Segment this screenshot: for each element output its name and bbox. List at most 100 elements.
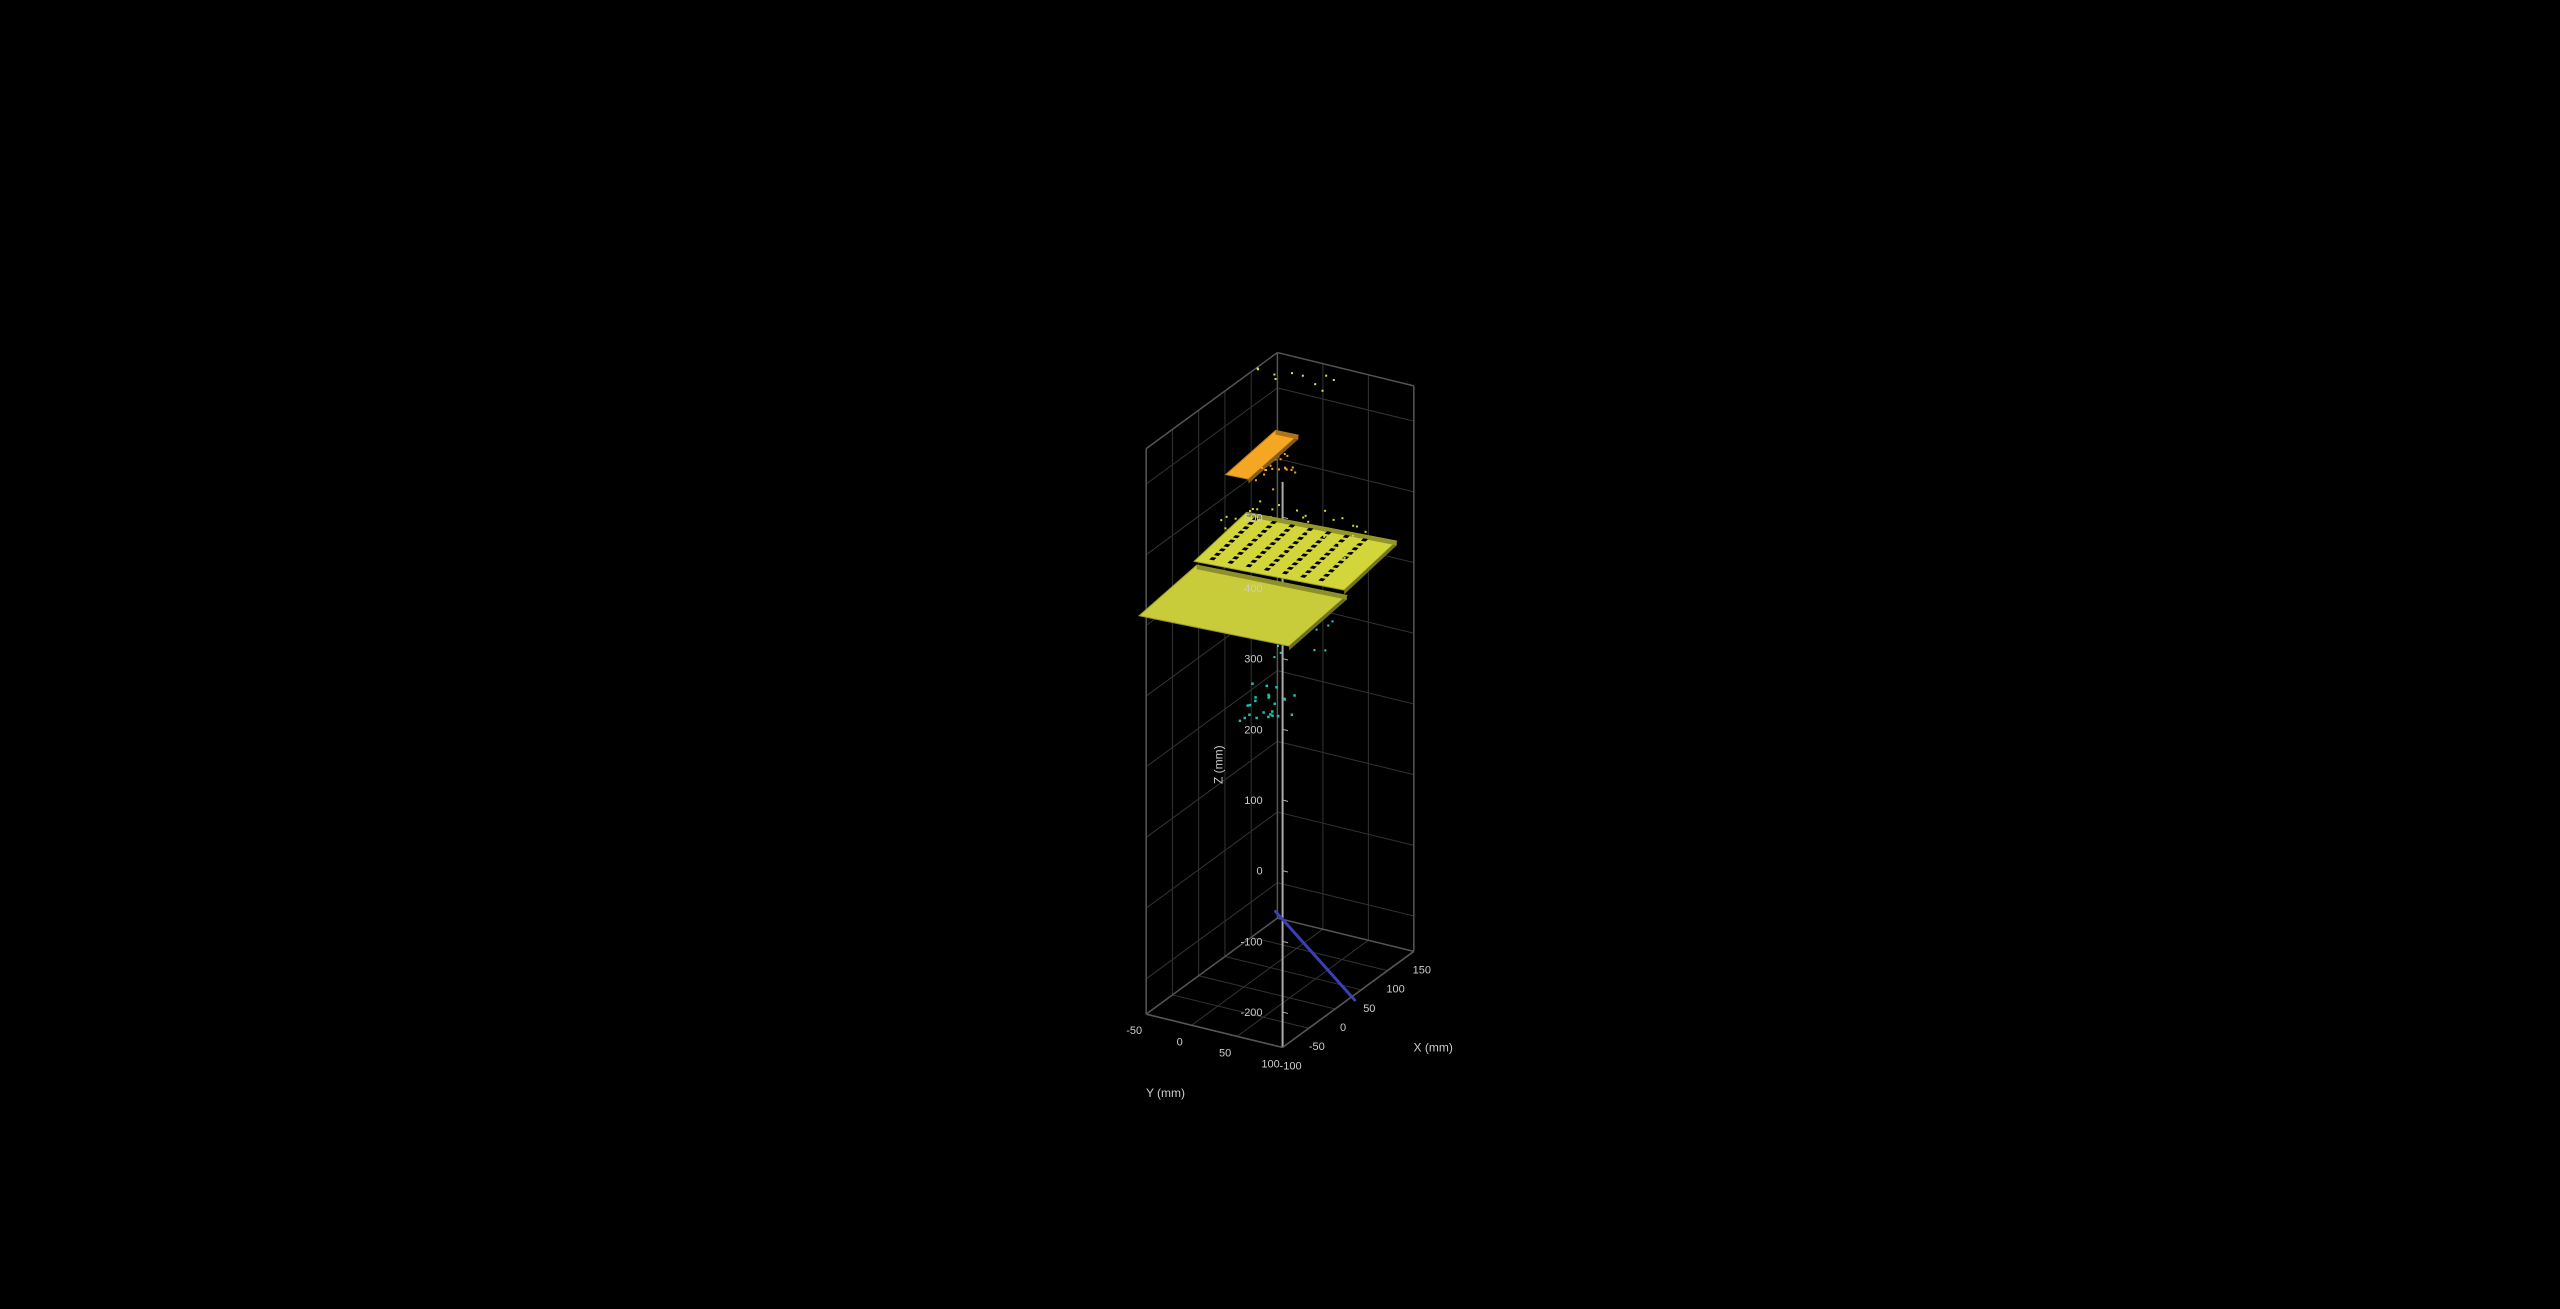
- svg-text:0: 0: [1256, 866, 1262, 878]
- z-axis-label: Z (mm): [1212, 745, 1226, 784]
- point-mid_specks_above_plate: [1283, 537, 1285, 539]
- point-mid_specks_above_plate: [1337, 548, 1339, 550]
- point-mid_specks_above_plate: [1352, 535, 1354, 537]
- point-mid_specks_above_plate: [1324, 510, 1326, 512]
- point-teal_specks_low: [1255, 717, 1258, 720]
- point-top_specks: [1275, 378, 1277, 380]
- point-teal_specks_high: [1327, 625, 1329, 627]
- point-teal_specks_low: [1277, 715, 1280, 718]
- plot-3d-svg[interactable]: -200-1000100200300400500Z (mm)-100-50050…: [0, 0, 2560, 1309]
- point-mid_specks_above_plate: [1235, 518, 1237, 520]
- point-mid_specks_above_plate: [1260, 540, 1262, 542]
- data-layer: [1139, 368, 1397, 1001]
- plot-3d-container[interactable]: -200-1000100200300400500Z (mm)-100-50050…: [0, 0, 2560, 1309]
- svg-text:-100: -100: [1280, 1060, 1302, 1072]
- point-teal_specks_high: [1277, 645, 1279, 647]
- point-mid_specks_above_plate: [1323, 536, 1325, 538]
- surface-upper_bar: [1226, 430, 1299, 479]
- point-teal_specks_low: [1246, 704, 1249, 707]
- point-mid_specks_above_plate: [1352, 525, 1354, 527]
- point-teal_specks_low: [1243, 717, 1246, 720]
- point-mid_specks_above_plate: [1220, 519, 1222, 521]
- point-teal_specks_low: [1267, 716, 1270, 719]
- point-mid_specks_above_plate: [1296, 509, 1298, 511]
- point-below_bar_specks: [1280, 458, 1282, 460]
- point-top_specks: [1333, 379, 1335, 381]
- point-teal_specks_high: [1331, 620, 1333, 622]
- point-teal_specks_low: [1283, 698, 1286, 701]
- point-top_specks: [1257, 368, 1259, 370]
- point-mid_specks_above_plate: [1224, 527, 1226, 529]
- point-teal_specks_low: [1239, 720, 1242, 723]
- point-teal_specks_low: [1293, 694, 1296, 697]
- point-mid_specks_above_plate: [1252, 508, 1254, 510]
- point-teal_specks_low: [1254, 696, 1257, 699]
- svg-text:300: 300: [1244, 654, 1262, 666]
- point-mid_specks_above_plate: [1323, 549, 1325, 551]
- point-below_bar_specks: [1263, 474, 1265, 476]
- point-teal_specks_high: [1313, 649, 1315, 651]
- point-below_bar_specks: [1272, 488, 1274, 490]
- point-mid_specks_above_plate: [1226, 516, 1228, 518]
- point-teal_specks_low: [1291, 714, 1294, 717]
- svg-text:-100: -100: [1241, 936, 1263, 948]
- point-teal_specks_low: [1268, 695, 1271, 698]
- point-top_specks: [1302, 375, 1304, 377]
- point-teal_specks_low: [1254, 700, 1257, 703]
- point-teal_specks_low: [1275, 686, 1278, 689]
- point-below_bar_specks: [1261, 467, 1263, 469]
- point-mid_specks_above_plate: [1356, 525, 1358, 527]
- point-below_bar_specks: [1294, 471, 1296, 473]
- svg-text:50: 50: [1363, 1003, 1375, 1015]
- point-below_bar_specks: [1255, 479, 1257, 481]
- svg-text:0: 0: [1340, 1022, 1346, 1034]
- point-teal_specks_high: [1273, 656, 1275, 658]
- box-edges: [1146, 353, 1414, 1048]
- point-mid_specks_above_plate: [1271, 508, 1273, 510]
- svg-text:100: 100: [1261, 1058, 1279, 1070]
- point-teal_specks_low: [1251, 682, 1254, 685]
- point-below_bar_specks: [1286, 455, 1288, 457]
- point-top_specks: [1322, 390, 1324, 392]
- point-teal_specks_low: [1262, 711, 1265, 714]
- point-below_bar_specks: [1285, 468, 1287, 470]
- svg-text:0: 0: [1177, 1036, 1183, 1048]
- svg-text:100: 100: [1244, 795, 1262, 807]
- point-teal_specks_high: [1316, 629, 1318, 631]
- point-teal_specks_low: [1271, 710, 1274, 713]
- x-axis-label: X (mm): [1414, 1041, 1453, 1055]
- point-mid_specks_above_plate: [1256, 536, 1258, 538]
- svg-text:-50: -50: [1126, 1025, 1142, 1037]
- point-below_bar_specks: [1270, 465, 1272, 467]
- point-mid_specks_above_plate: [1357, 541, 1359, 543]
- point-mid_specks_above_plate: [1307, 533, 1309, 535]
- point-below_bar_specks: [1278, 468, 1280, 470]
- point-mid_specks_above_plate: [1333, 519, 1335, 521]
- point-mid_specks_above_plate: [1344, 557, 1346, 559]
- point-mid_specks_above_plate: [1365, 531, 1367, 533]
- y-axis-label: Y (mm): [1146, 1086, 1185, 1100]
- point-mid_specks_above_plate: [1305, 515, 1307, 517]
- svg-text:200: 200: [1244, 724, 1262, 736]
- point-mid_specks_above_plate: [1365, 555, 1367, 557]
- point-top_specks: [1273, 374, 1275, 376]
- point-below_bar_specks: [1284, 453, 1286, 455]
- point-teal_specks_high: [1280, 652, 1282, 654]
- point-mid_specks_above_plate: [1349, 550, 1351, 552]
- point-mid_specks_above_plate: [1282, 552, 1284, 554]
- svg-text:-50: -50: [1309, 1041, 1325, 1053]
- svg-text:150: 150: [1413, 964, 1431, 976]
- point-teal_specks_high: [1324, 649, 1326, 651]
- front-edges: [1146, 951, 1414, 1047]
- point-mid_specks_above_plate: [1256, 508, 1258, 510]
- point-mid_specks_above_plate: [1290, 557, 1292, 559]
- svg-text:400: 400: [1244, 583, 1262, 595]
- point-teal_specks_low: [1271, 714, 1274, 717]
- point-mid_specks_above_plate: [1307, 521, 1309, 523]
- point-mid_specks_above_plate: [1328, 541, 1330, 543]
- point-top_specks: [1291, 372, 1293, 374]
- grid: [1146, 353, 1414, 1048]
- svg-text:500: 500: [1244, 512, 1262, 524]
- point-mid_specks_above_plate: [1319, 555, 1321, 557]
- point-top_specks: [1314, 383, 1316, 385]
